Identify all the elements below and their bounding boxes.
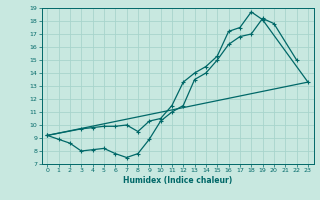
X-axis label: Humidex (Indice chaleur): Humidex (Indice chaleur) [123, 176, 232, 185]
